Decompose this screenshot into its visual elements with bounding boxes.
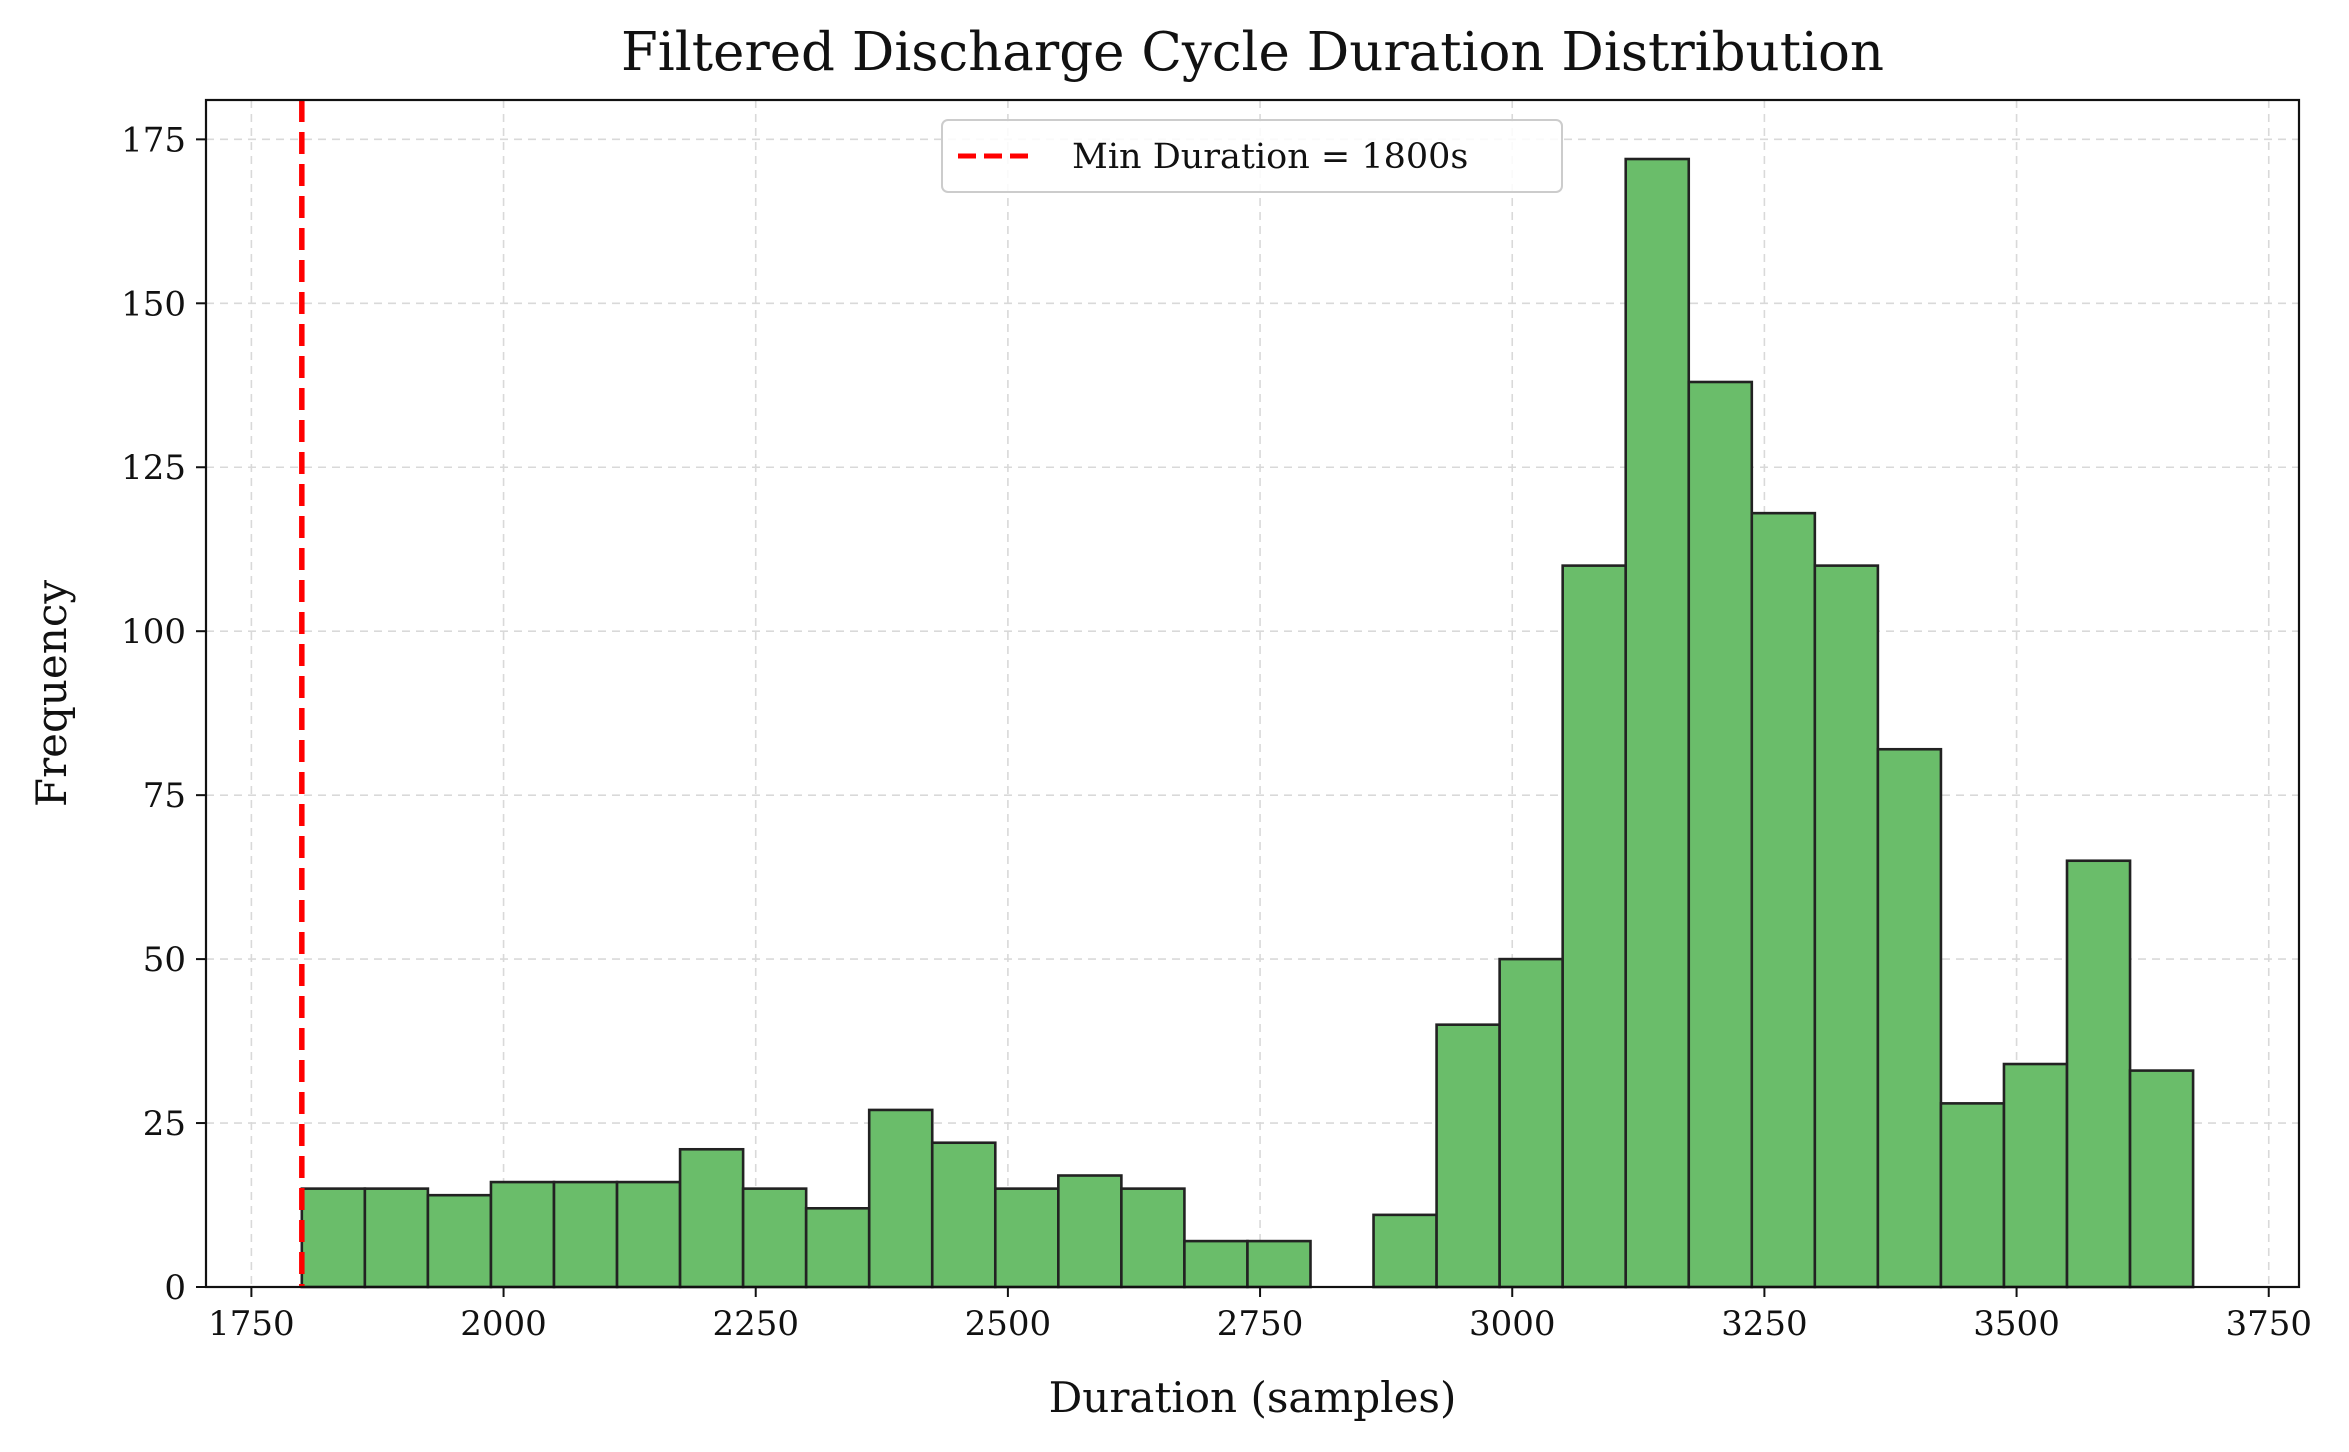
histogram-bar [741, 1187, 808, 1289]
histogram-bars [300, 157, 2195, 1289]
x-axis-ticks: 1750 2000 2250 2500 2750 3000 3250 3500 3750 [208, 1287, 2312, 1344]
histogram-bar [615, 1180, 682, 1289]
histogram-bar [1057, 1174, 1123, 1289]
grid-lines [206, 100, 2299, 1288]
legend-entry-min-duration: Min Duration = 1800s [1072, 137, 1468, 177]
x-tick-label: 3500 [1973, 1304, 2060, 1344]
histogram-bar [1498, 957, 1564, 1289]
x-tick-label: 2250 [712, 1304, 799, 1344]
x-tick-label: 3250 [1721, 1304, 1808, 1344]
histogram-bar [1813, 564, 1880, 1289]
histogram-bar [993, 1187, 1060, 1289]
histogram-bar [552, 1180, 619, 1289]
y-tick-label: 25 [143, 1104, 186, 1144]
histogram-bar [2128, 1069, 2195, 1289]
legend: Min Duration = 1800s [941, 119, 1563, 193]
histogram-bar [1372, 1213, 1438, 1289]
y-axis-ticks: 0 25 50 75 100 125 150 175 [121, 120, 206, 1308]
histogram-bar [1183, 1239, 1249, 1289]
histogram-bar [1435, 1023, 1501, 1289]
x-tick-label: 3000 [1469, 1304, 1556, 1344]
histogram-bar [489, 1180, 556, 1289]
histogram-bar [1120, 1187, 1186, 1289]
histogram-bar [426, 1193, 493, 1289]
histogram-bar [867, 1108, 934, 1289]
x-tick-label: 2500 [965, 1304, 1052, 1344]
histogram-bar [2002, 1062, 2069, 1289]
y-tick-label: 75 [143, 776, 186, 816]
histogram-bar [930, 1141, 997, 1289]
x-tick-label: 2750 [1217, 1304, 1304, 1344]
x-tick-label: 2000 [460, 1304, 547, 1344]
plot-frame [204, 98, 2301, 1289]
histogram-bar [300, 1187, 367, 1289]
histogram-bar [804, 1207, 871, 1289]
y-axis-label: Frequency [27, 580, 76, 807]
histogram-bar [678, 1147, 745, 1289]
histogram-bar [1687, 380, 1754, 1289]
x-axis-label: Duration (samples) [1049, 1373, 1457, 1422]
x-tick-label: 1750 [208, 1304, 295, 1344]
histogram-bar [1561, 564, 1628, 1289]
y-tick-label: 150 [121, 284, 186, 324]
histogram-bar [2065, 859, 2132, 1289]
histogram-bar [1939, 1102, 2006, 1289]
y-tick-label: 100 [121, 612, 186, 652]
histogram-bar [1246, 1239, 1312, 1289]
chart-title: Filtered Discharge Cycle Duration Distri… [621, 22, 1884, 83]
histogram-bar [363, 1187, 430, 1289]
y-tick-label: 175 [121, 120, 186, 160]
y-tick-label: 0 [164, 1268, 186, 1308]
histogram-bar [1750, 511, 1817, 1289]
legend-box [941, 119, 1563, 193]
y-tick-label: 50 [143, 940, 186, 980]
x-tick-label: 3750 [2225, 1304, 2312, 1344]
histogram-bar [1624, 157, 1691, 1289]
y-tick-label: 125 [121, 448, 186, 488]
histogram-bar [1876, 747, 1943, 1289]
